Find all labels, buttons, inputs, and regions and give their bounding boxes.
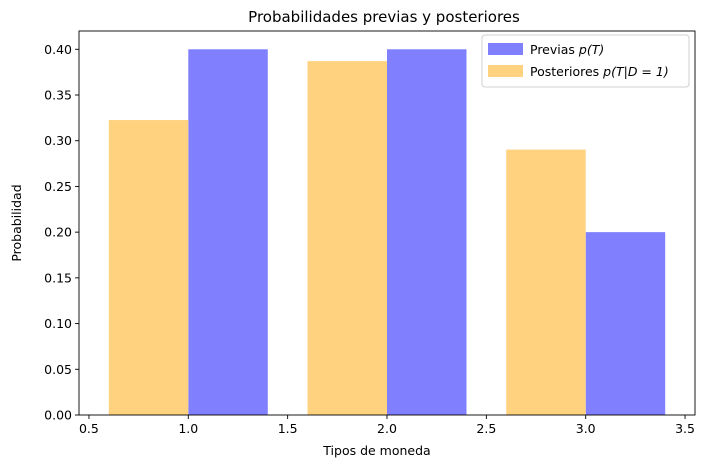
bar-series2-x3 (506, 149, 586, 415)
x-tick-label: 3.5 (675, 421, 695, 436)
y-tick-label: 0.05 (44, 362, 72, 377)
y-tick-label: 0.30 (44, 133, 72, 148)
x-tick-label: 2.5 (476, 421, 496, 436)
legend-swatch-1 (488, 43, 523, 55)
y-tick-label: 0.40 (44, 42, 72, 57)
legend-swatch-2 (488, 65, 523, 77)
y-axis-label: Probabilidad (9, 184, 24, 261)
y-tick-label: 0.35 (44, 88, 72, 103)
legend-entry-math: p(T) (578, 42, 604, 57)
x-tick-label: 3.0 (576, 421, 596, 436)
bar-series1-x2 (387, 49, 467, 416)
bars-group (108, 49, 666, 416)
x-tick-label: 2.0 (377, 421, 397, 436)
x-axis-label: Tipos de moneda (322, 443, 430, 458)
x-tick-label: 1.5 (278, 421, 298, 436)
legend-entry-math: p(T|D = 1) (602, 64, 669, 79)
bar-series1-x3 (585, 232, 666, 415)
y-tick-label: 0.20 (44, 225, 72, 240)
legend-entry-2: Posteriores p(T|D = 1) (530, 64, 669, 79)
bar-series2-x1 (108, 120, 189, 416)
chart-title: Probabilidades previas y posteriores (248, 8, 520, 26)
y-tick-label: 0.25 (44, 179, 72, 194)
y-tick-label: 0.00 (44, 408, 72, 423)
legend-entry-1: Previas p(T) (530, 42, 604, 57)
bar-series2-x2 (307, 61, 387, 416)
legend: Previas p(T) Posteriores p(T|D = 1) (481, 34, 690, 88)
legend-entry-text: Previas (530, 42, 579, 57)
legend-box (481, 34, 690, 88)
y-tick-label: 0.15 (44, 270, 72, 285)
axes-group: 0.5 1.0 1.5 2.0 2.5 3.0 3.5 0.00 0.05 0.10 0.15 0.2… (44, 30, 696, 436)
legend-entry-text: Posteriores (530, 64, 603, 79)
y-tick-label: 0.10 (44, 316, 72, 331)
x-tick-label: 1.0 (178, 421, 198, 436)
bar-series1-x1 (188, 49, 268, 416)
x-tick-label: 0.5 (79, 421, 99, 436)
